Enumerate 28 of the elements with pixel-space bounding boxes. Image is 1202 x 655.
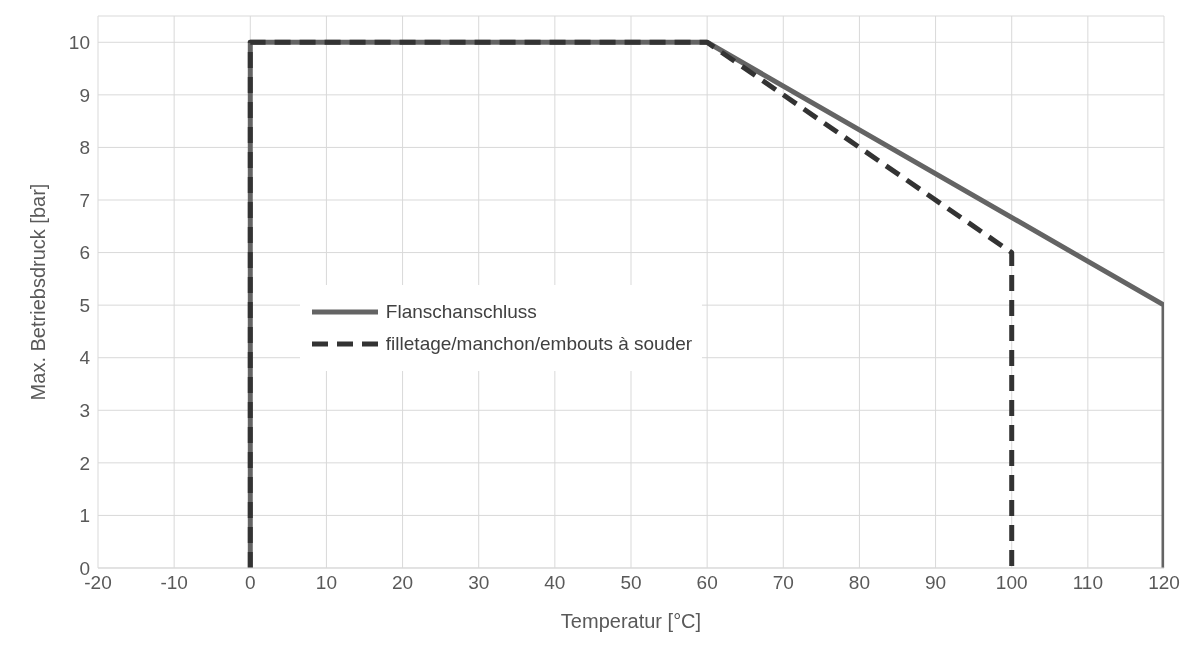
x-axis-title: Temperatur [°C] (560, 610, 702, 632)
x-tick-label: 30 (468, 572, 490, 594)
y-tick-label: 1 (79, 505, 90, 527)
x-tick-label: 20 (392, 572, 414, 594)
x-tick-label: 90 (925, 572, 947, 594)
y-tick-label: 7 (79, 189, 90, 211)
y-tick-label: 6 (79, 242, 90, 264)
legend-label: filletage/manchon/embouts à souder (385, 333, 693, 355)
legend-label: Flanschanschluss (385, 301, 537, 323)
x-tick-label: 60 (696, 572, 718, 594)
x-tick-label: 100 (995, 572, 1028, 594)
x-tick-label: 110 (1072, 572, 1104, 594)
y-axis-title: Max. Betriebsdruck [bar] (27, 183, 50, 401)
y-tick-label: 10 (68, 32, 90, 54)
y-tick-label: 8 (79, 137, 90, 159)
y-tick-label: 2 (79, 452, 90, 474)
x-tick-label: 40 (544, 572, 566, 594)
x-tick-label: 0 (245, 572, 256, 594)
y-tick-label: 3 (79, 400, 90, 422)
x-tick-label: 120 (1148, 572, 1180, 594)
y-tick-label: 5 (79, 294, 90, 316)
x-tick-label: 10 (315, 572, 337, 594)
y-tick-label: 9 (79, 84, 90, 106)
x-tick-label: 50 (620, 572, 642, 594)
y-tick-label: 4 (79, 347, 91, 369)
x-tick-label: -10 (160, 572, 188, 594)
x-tick-label: 70 (772, 572, 794, 594)
x-tick-label: 80 (848, 572, 870, 594)
